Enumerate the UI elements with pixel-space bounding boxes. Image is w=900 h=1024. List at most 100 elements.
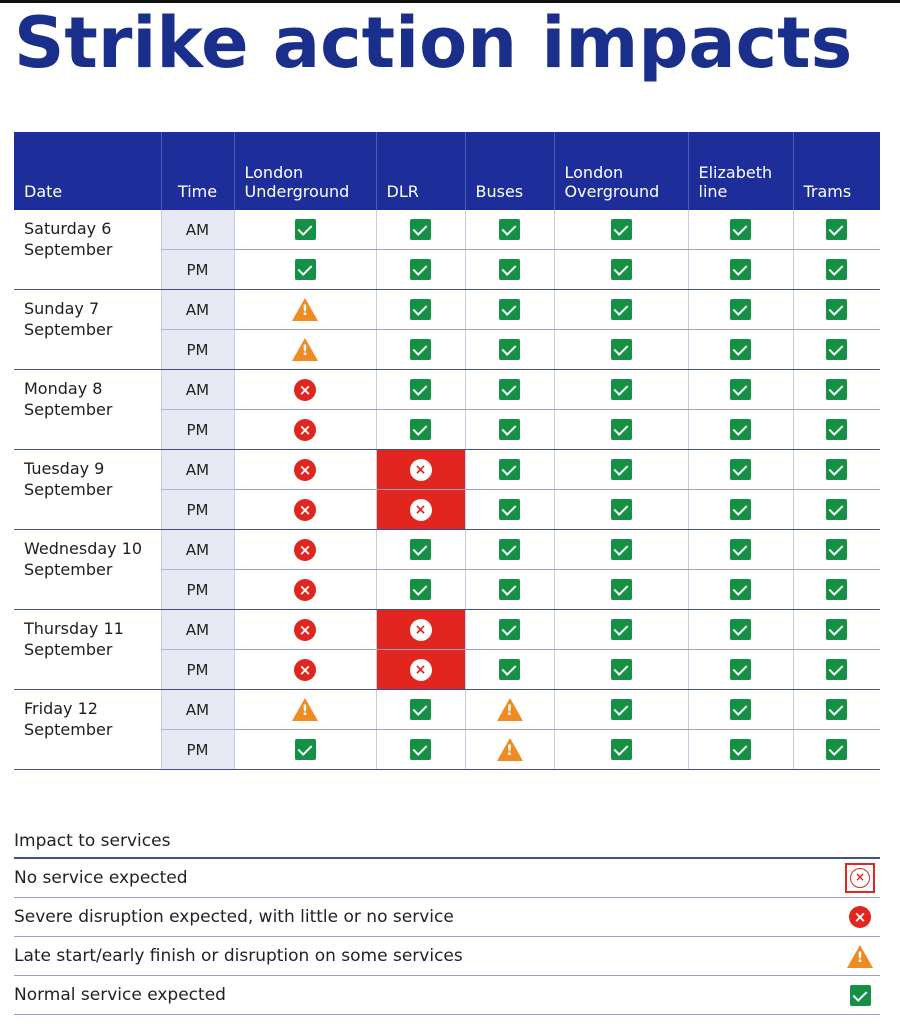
status-cell: [553, 369, 688, 410]
warning-icon: [292, 298, 318, 321]
legend-icon-wrap: ×: [840, 863, 880, 893]
check-icon: [610, 259, 632, 280]
warning-icon: [496, 698, 523, 721]
table-row: PM × ×: [14, 649, 880, 690]
check-icon: [826, 619, 848, 640]
check-icon: [499, 219, 520, 240]
check-icon: [826, 459, 848, 480]
no-service-icon: ×: [845, 863, 875, 893]
legend: Impact to services No service expected × S…: [14, 822, 880, 1015]
time-cell: PM: [160, 409, 234, 450]
status-cell: [464, 249, 554, 290]
header-row: Date Time London Underground DLR Buses L…: [14, 132, 880, 210]
table-row: Thursday 11 September AM × ×: [14, 609, 880, 690]
header-london-underground: London Underground: [233, 132, 376, 210]
status-cell: [687, 489, 793, 530]
legend-item: Normal service expected: [14, 976, 880, 1015]
status-cell: [553, 529, 688, 570]
legend-title: Impact to services: [14, 822, 880, 859]
impact-table: Date Time London Underground DLR Buses L…: [14, 132, 880, 770]
severe-disruption-icon: ×: [294, 538, 316, 561]
status-cell: [687, 369, 793, 410]
header-dlr: DLR: [375, 132, 465, 210]
time-cell: PM: [160, 249, 234, 290]
status-cell: ×: [233, 609, 376, 650]
check-icon: [730, 659, 751, 680]
time-cell: AM: [160, 529, 234, 570]
status-cell: [464, 609, 554, 650]
status-cell: ×: [375, 609, 465, 650]
table-row: PM: [14, 729, 880, 770]
status-cell: [792, 729, 880, 770]
check-icon: [499, 259, 520, 280]
check-icon: [730, 459, 751, 480]
check-icon: [826, 499, 848, 520]
check-icon: [730, 699, 751, 720]
time-cell: AM: [160, 449, 234, 490]
status-cell: [687, 649, 793, 690]
status-cell: [375, 210, 465, 250]
legend-label: Normal service expected: [14, 985, 226, 1005]
header-date: Date: [14, 132, 161, 210]
date-cell: Saturday 6 September: [14, 210, 161, 290]
header-elizabeth-line: Elizabeth line: [687, 132, 793, 210]
status-cell: [687, 409, 793, 450]
table-row: Friday 12 September AM: [14, 689, 880, 770]
check-icon: [826, 579, 848, 600]
legend-icon-wrap: [840, 984, 880, 1006]
check-icon: [410, 699, 431, 720]
time-cell: PM: [160, 649, 234, 690]
status-cell: [792, 289, 880, 330]
status-cell: [464, 449, 554, 490]
legend-item: Severe disruption expected, with little …: [14, 898, 880, 937]
warning-icon: [847, 944, 873, 968]
status-cell: ×: [233, 529, 376, 570]
status-cell: [792, 489, 880, 530]
status-cell: [464, 729, 554, 770]
status-cell: [464, 489, 554, 530]
check-icon: [499, 499, 520, 520]
time-cell: PM: [160, 569, 234, 610]
status-cell: [792, 329, 880, 370]
table-row: Saturday 6 September AM: [14, 210, 880, 290]
check-icon: [410, 219, 431, 240]
page-title: Strike action impacts: [14, 2, 853, 84]
status-cell: [233, 729, 376, 770]
time-cell: AM: [160, 369, 234, 410]
status-cell: [687, 689, 793, 730]
legend-item: No service expected ×: [14, 859, 880, 898]
no-service-icon: ×: [409, 458, 432, 481]
check-icon: [826, 739, 848, 760]
date-cell: Sunday 7 September: [14, 289, 161, 370]
status-cell: [464, 569, 554, 610]
table-row: PM × ×: [14, 489, 880, 530]
status-cell: [792, 569, 880, 610]
status-cell: [375, 329, 465, 370]
status-cell: [553, 569, 688, 610]
status-cell: [375, 529, 465, 570]
severe-disruption-icon: ×: [294, 618, 316, 641]
status-cell: [792, 449, 880, 490]
table-row: PM: [14, 249, 880, 290]
check-icon: [826, 299, 848, 320]
check-icon: [730, 259, 751, 280]
status-cell: ×: [233, 449, 376, 490]
check-icon: [499, 579, 520, 600]
status-cell: [375, 689, 465, 730]
check-icon: [826, 419, 848, 440]
status-cell: [687, 729, 793, 770]
status-cell: [375, 249, 465, 290]
check-icon: [610, 699, 632, 720]
table-row: Tuesday 9 September AM × ×: [14, 449, 880, 530]
check-icon: [410, 739, 431, 760]
status-cell: [553, 689, 688, 730]
time-cell: PM: [160, 329, 234, 370]
no-service-icon: ×: [409, 658, 432, 681]
legend-item: Late start/early finish or disruption on…: [14, 937, 880, 976]
status-cell: ×: [233, 649, 376, 690]
status-cell: [375, 729, 465, 770]
check-icon: [499, 339, 520, 360]
status-cell: [687, 329, 793, 370]
table-row: Sunday 7 September AM: [14, 289, 880, 370]
check-icon: [499, 619, 520, 640]
